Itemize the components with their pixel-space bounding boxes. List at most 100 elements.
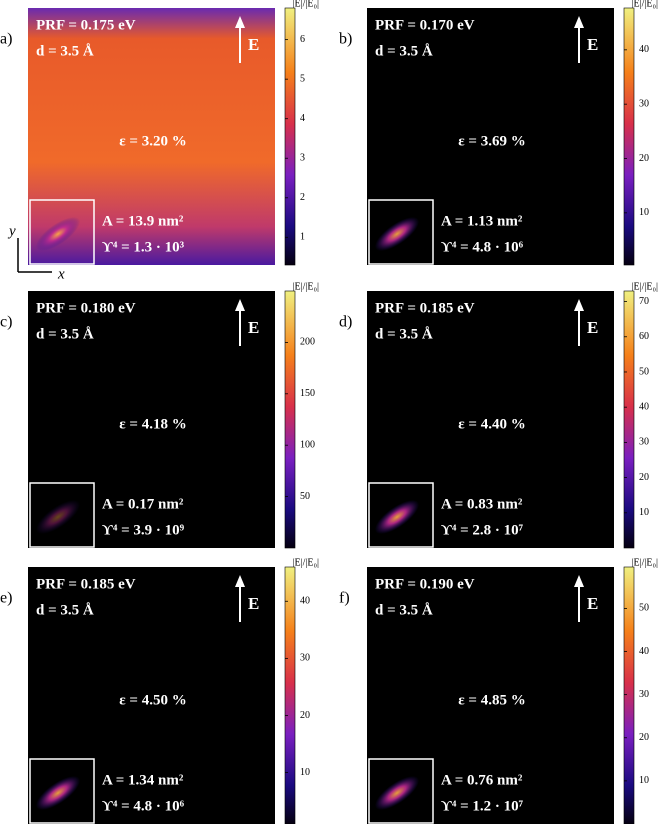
area-label: A = 1.13 nm² [441, 213, 523, 229]
panel-label: c) [0, 314, 12, 331]
colorbar [623, 566, 635, 824]
colorbar-title: |E|/|E₀| [632, 557, 659, 568]
colorbar-tick-label: 1 [300, 232, 305, 243]
distance-label: d = 3.5 Å [36, 326, 94, 342]
colorbar-tick-label: 100 [300, 439, 315, 450]
strain-label: ε = 4.40 % [458, 416, 525, 432]
field-label: E [248, 318, 259, 337]
x-axis-label: x [57, 266, 65, 282]
colorbar-tick-label: 70 [639, 296, 649, 307]
colorbar-tick-label: 4 [300, 113, 305, 124]
colorbar [284, 566, 296, 824]
strain-label: ε = 4.85 % [458, 692, 525, 708]
distance-label: d = 3.5 Å [375, 43, 433, 59]
inset-box [29, 199, 95, 265]
prf-label: PRF = 0.185 eV [36, 576, 136, 592]
colorbar-tick-label: 20 [639, 153, 649, 164]
inset-box [29, 758, 95, 824]
colorbar-tick-label: 20 [300, 710, 310, 721]
colorbar-tick-label: 40 [639, 44, 649, 55]
colorbar-title: |E|/|E₀| [293, 281, 320, 292]
colorbar-tick-label: 10 [639, 207, 649, 218]
panel-label: e) [0, 590, 12, 607]
strain-label: ε = 3.69 % [458, 133, 525, 149]
colorbar-tick-label: 40 [639, 401, 649, 412]
field-arrowhead [235, 575, 245, 587]
prf-label: PRF = 0.175 eV [36, 17, 136, 33]
hotspot [374, 499, 420, 535]
colorbar-tick-label: 50 [300, 491, 310, 502]
colorbar [284, 290, 296, 549]
area-label: A = 1.34 nm² [102, 772, 184, 788]
upsilon-label: ϒ⁴ = 3.9 · 10⁹ [102, 522, 185, 538]
colorbar-tick-label: 40 [639, 646, 649, 657]
distance-label: d = 3.5 Å [36, 602, 94, 618]
colorbar-tick-label: 60 [639, 331, 649, 342]
upsilon-label: ϒ⁴ = 2.8 · 10⁷ [441, 522, 524, 538]
colorbar-tick-label: 30 [300, 653, 310, 664]
strain-label: ε = 4.50 % [119, 692, 186, 708]
distance-label: d = 3.5 Å [36, 43, 94, 59]
distance-label: d = 3.5 Å [375, 326, 433, 342]
field-arrowhead [235, 16, 245, 28]
strain-label: ε = 3.20 % [119, 133, 186, 149]
colorbar-title: |E|/|E₀| [632, 0, 659, 9]
hotspot [374, 216, 420, 252]
field-arrowhead [574, 575, 584, 587]
area-label: A = 13.9 nm² [102, 213, 184, 229]
inset-box [29, 482, 95, 548]
colorbar [284, 7, 296, 266]
colorbar-tick-label: 10 [300, 767, 310, 778]
colorbar-tick-label: 50 [639, 603, 649, 614]
field-label: E [587, 318, 598, 337]
colorbar-tick-label: 10 [639, 507, 649, 518]
inset-box [368, 199, 434, 265]
colorbar-tick-label: 30 [639, 689, 649, 700]
field-arrowhead [235, 299, 245, 311]
panel-label: b) [339, 31, 352, 48]
colorbar-tick-label: 20 [639, 472, 649, 483]
colorbar-tick-label: 30 [639, 437, 649, 448]
field-label: E [587, 594, 598, 613]
colorbar-tick-label: 200 [300, 337, 315, 348]
panel-label: f) [339, 590, 350, 607]
area-label: A = 0.76 nm² [441, 772, 523, 788]
prf-label: PRF = 0.180 eV [36, 300, 136, 316]
field-arrowhead [574, 16, 584, 28]
y-axis-label: y [7, 223, 16, 239]
field-label: E [587, 35, 598, 54]
colorbar-title: |E|/|E₀| [293, 0, 320, 9]
colorbar-tick-label: 20 [639, 732, 649, 743]
field-label: E [248, 35, 259, 54]
prf-label: PRF = 0.185 eV [375, 300, 475, 316]
colorbar-title: |E|/|E₀| [632, 281, 659, 292]
colorbar-tick-label: 5 [300, 73, 305, 84]
prf-label: PRF = 0.190 eV [375, 576, 475, 592]
upsilon-label: ϒ⁴ = 4.8 · 10⁶ [102, 798, 185, 814]
upsilon-label: ϒ⁴ = 4.8 · 10⁶ [441, 239, 524, 255]
field-label: E [248, 594, 259, 613]
colorbar-tick-label: 2 [300, 192, 305, 203]
field-arrowhead [574, 299, 584, 311]
panel-label: a) [0, 31, 12, 48]
colorbar-tick-label: 30 [639, 98, 649, 109]
upsilon-label: ϒ⁴ = 1.3 · 10³ [102, 239, 185, 255]
colorbar-title: |E|/|E₀| [293, 557, 320, 568]
panel-label: d) [339, 314, 352, 331]
colorbar-tick-label: 50 [639, 366, 649, 377]
colorbar [623, 7, 635, 266]
hotspot [35, 499, 81, 535]
hotspot [374, 775, 420, 811]
prf-label: PRF = 0.170 eV [375, 17, 475, 33]
inset-box [368, 758, 434, 824]
colorbar-tick-label: 40 [300, 596, 310, 607]
colorbar-tick-label: 150 [300, 388, 315, 399]
inset-box [368, 482, 434, 548]
colorbar-tick-label: 10 [639, 775, 649, 786]
colorbar-tick-label: 3 [300, 153, 305, 164]
colorbar [623, 290, 635, 549]
area-label: A = 0.83 nm² [441, 496, 523, 512]
colorbar-tick-label: 6 [300, 34, 305, 45]
distance-label: d = 3.5 Å [375, 602, 433, 618]
